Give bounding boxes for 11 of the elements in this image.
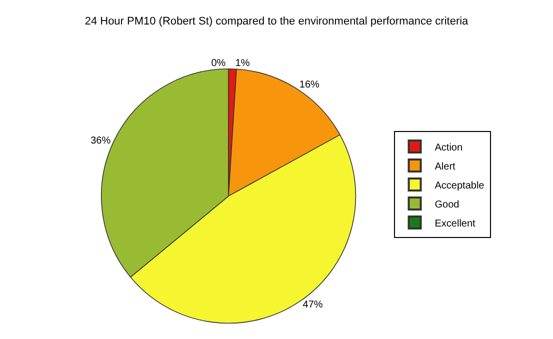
legend-label: Excellent bbox=[434, 218, 476, 230]
legend-label: Alert bbox=[434, 161, 456, 172]
data-label: 36% bbox=[90, 135, 111, 146]
legend-label: Acceptable bbox=[434, 180, 485, 192]
text: 0% bbox=[211, 58, 226, 69]
legend-label: Action bbox=[434, 142, 463, 154]
legend-label: Good bbox=[434, 199, 460, 210]
chart-title: 24 Hour PM10 (Robert St) compared to the environmental performance criteria bbox=[84, 16, 470, 28]
data-label: 47% bbox=[302, 299, 323, 310]
data-label: 16% bbox=[299, 79, 320, 90]
data-label: 1% bbox=[235, 58, 250, 69]
